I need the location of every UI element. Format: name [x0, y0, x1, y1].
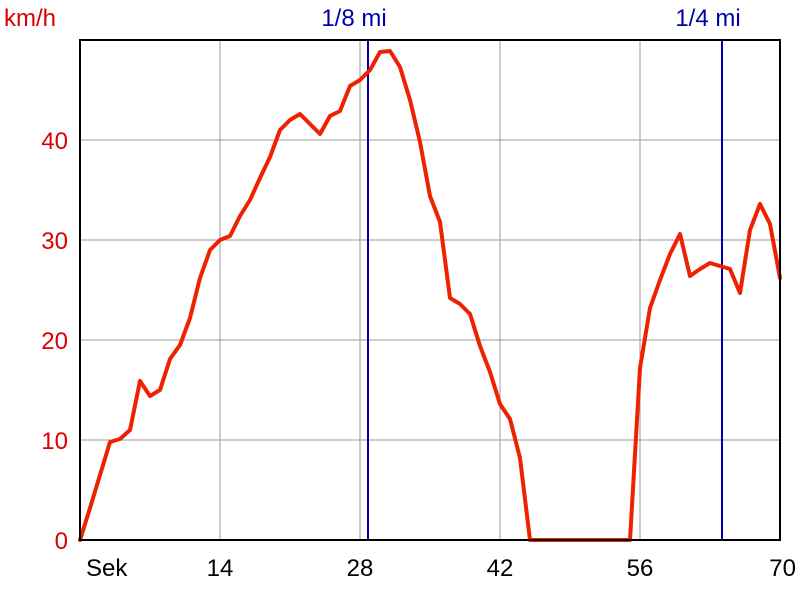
- distance-marker-label: 1/8 mi: [321, 5, 386, 32]
- tick-labels: 0 10 20 30 40 14 28 42 56 70: [41, 128, 796, 582]
- x-axis-unit-label: Sek: [86, 555, 128, 582]
- y-tick-label: 40: [41, 128, 68, 155]
- y-tick-label: 0: [55, 528, 68, 555]
- x-tick-label: 28: [347, 555, 374, 582]
- distance-marker-label: 1/4 mi: [675, 5, 740, 32]
- x-tick-label: 56: [627, 555, 654, 582]
- y-axis-unit-label: km/h: [4, 5, 56, 32]
- grid-lines: [80, 40, 780, 540]
- x-tick-label: 70: [769, 555, 796, 582]
- plot-frame: [79, 39, 781, 541]
- x-tick-label: 42: [487, 555, 514, 582]
- series-lines: [78, 49, 782, 542]
- x-tick-label: 14: [207, 555, 234, 582]
- y-tick-label: 20: [41, 328, 68, 355]
- distance-markers: 1/8 mi 1/4 mi: [321, 5, 741, 540]
- y-tick-label: 30: [41, 228, 68, 255]
- y-tick-label: 10: [41, 428, 68, 455]
- speed-series-line: [78, 49, 782, 542]
